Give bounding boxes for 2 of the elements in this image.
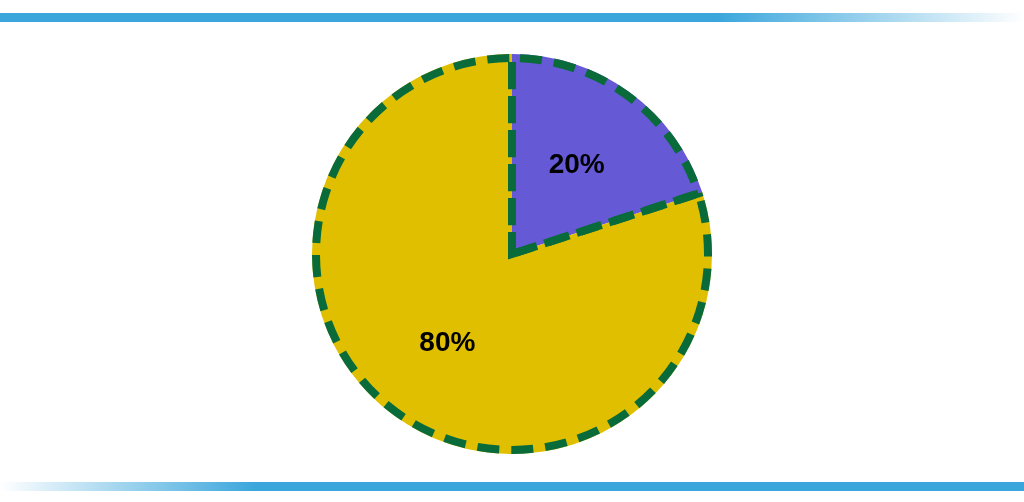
- data-label: 20%: [548, 147, 605, 179]
- data-label: 80%: [419, 325, 476, 357]
